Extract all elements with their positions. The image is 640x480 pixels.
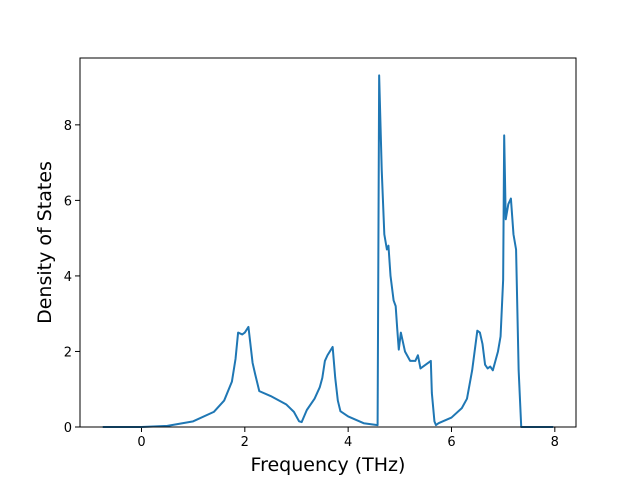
x-tick-label: 4	[344, 435, 352, 450]
x-tick-label: 6	[447, 435, 455, 450]
x-tick-label: 8	[551, 435, 559, 450]
y-axis-label: Density of States	[34, 161, 56, 324]
dos-line	[102, 74, 554, 428]
x-tick-label: 2	[241, 435, 249, 450]
y-tick-label: 2	[64, 345, 72, 360]
y-tick-label: 4	[64, 270, 72, 285]
x-tick-label: 0	[137, 435, 145, 450]
y-tick-label: 0	[64, 421, 72, 436]
x-axis-label: Frequency (THz)	[251, 454, 406, 476]
y-tick-label: 6	[64, 194, 72, 209]
plot-frame	[79, 57, 577, 428]
y-tick-label: 8	[64, 119, 72, 134]
